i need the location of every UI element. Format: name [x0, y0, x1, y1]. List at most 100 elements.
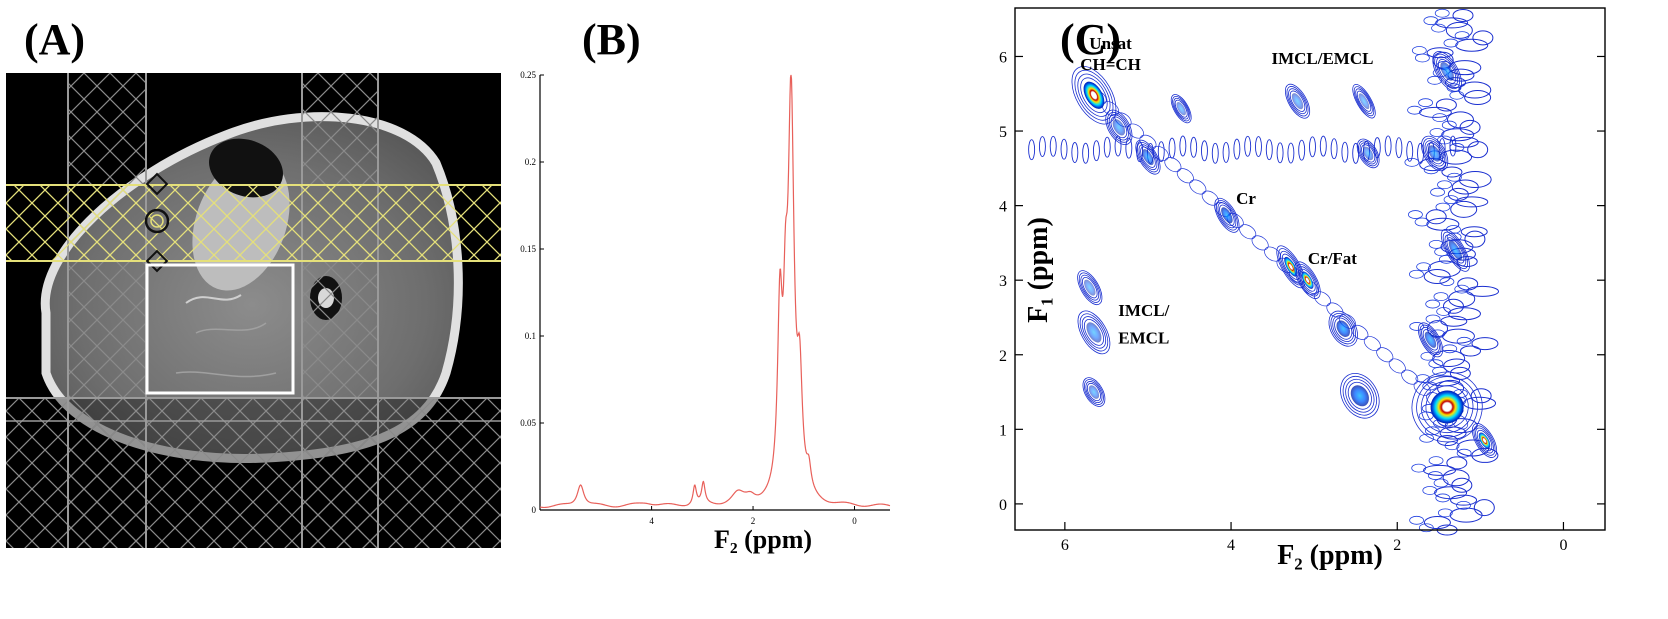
cosy-annotation: Cr/Fat	[1308, 249, 1357, 268]
contour-ridge	[1222, 142, 1230, 163]
contour-ridge	[1440, 315, 1468, 327]
cross-peak	[1284, 83, 1311, 119]
contour-ridge	[1446, 456, 1468, 470]
cosy-x-tick-label: 0	[1559, 537, 1567, 554]
contour-ridge	[1189, 179, 1207, 195]
contour-ridge	[1449, 135, 1457, 157]
contour-ridge	[1407, 105, 1423, 115]
contour-ridge	[1452, 8, 1474, 22]
contour-ridge	[1471, 337, 1499, 351]
band-handle	[144, 208, 170, 234]
cosy-y-tick-label: 6	[999, 49, 1007, 66]
spectrum-y-tick-label: 0.25	[520, 70, 536, 80]
mri-image	[6, 73, 501, 548]
contour-ridge	[1447, 187, 1469, 201]
cross-peak	[1328, 310, 1358, 347]
cross-peak	[1135, 139, 1161, 175]
cosy-annotation: Cr	[1236, 189, 1256, 208]
contour-ridge	[1265, 139, 1273, 161]
contour-ridge	[1442, 344, 1458, 354]
panel-b-label: (B)	[582, 15, 641, 64]
spectrum-x-tick-label: 4	[649, 516, 654, 526]
contour-ridge	[1442, 298, 1464, 314]
contour-ridge	[1409, 515, 1425, 525]
contour-ridge	[1233, 138, 1241, 160]
contour-ridge	[1419, 433, 1435, 443]
contour-ridge	[1470, 388, 1492, 404]
contour-ridge	[1460, 345, 1482, 357]
contour-ridge	[1443, 38, 1459, 48]
spectrum-y-tick-label: 0.05	[520, 418, 536, 428]
contour-ridge	[1239, 224, 1257, 240]
contour-ridge	[1433, 478, 1449, 488]
contour-ridge	[1406, 140, 1414, 162]
contour-ridge	[1427, 260, 1461, 278]
contour-ridge	[1179, 135, 1187, 157]
contour-ridge	[1457, 277, 1479, 291]
contour-ridge	[1434, 8, 1450, 18]
contour-ridge	[1471, 447, 1499, 463]
contour-ridge	[1430, 187, 1445, 197]
spectrum-y-tick-label: 0.15	[520, 244, 536, 254]
contour-ridge	[1352, 142, 1360, 164]
contour-ridge	[1443, 195, 1459, 205]
saturation-band	[6, 398, 501, 548]
contour-ridge	[1251, 235, 1269, 251]
contour-ridge	[1423, 16, 1439, 26]
contour-ridge	[1418, 98, 1433, 108]
contour-ridge	[1425, 209, 1447, 225]
contour-ridge	[1464, 230, 1486, 248]
contour-ridge	[1309, 136, 1316, 158]
contour-ridge	[1435, 98, 1457, 112]
contour-ridge	[1201, 190, 1219, 206]
contour-ridge	[1445, 21, 1473, 39]
contour-ridge	[1459, 119, 1481, 135]
contour-ridge	[1415, 374, 1431, 384]
contour-ridge	[1448, 290, 1476, 308]
contour-ridge	[1466, 285, 1500, 297]
contour-ridge	[1423, 464, 1457, 476]
contour-ridge	[1449, 507, 1483, 523]
cosy-frame	[1014, 7, 1606, 531]
cosy-y-tick-label: 1	[999, 422, 1007, 439]
contour-ridge	[1168, 137, 1176, 159]
cosy-annotation: EMCL	[1118, 329, 1169, 348]
contour-ridge	[1455, 196, 1489, 208]
spectrum-x-label: F₂ (ppm)	[714, 525, 812, 554]
cosy-x-tick-label: 4	[1227, 537, 1235, 554]
cosy-annotation: IMCL/EMCL	[1271, 49, 1373, 68]
contour-ridge	[1298, 139, 1306, 161]
spectrum-y-tick-label: 0.2	[525, 157, 536, 167]
contour-ridge	[1455, 38, 1489, 52]
cross-peak	[1077, 270, 1103, 306]
cosy-svg: 6 4 2 0 0 1 2 3 4 5 6 Unsat CH=CH IMCL/EMCL Cr Cr/Fat I…	[999, 7, 1606, 571]
contour-ridge	[1401, 369, 1419, 385]
contour-ridge	[1049, 135, 1057, 157]
contour-ridge	[1448, 247, 1476, 261]
contour-ridge	[1264, 246, 1282, 262]
cosy-x-label: F₂ (ppm)	[1277, 540, 1383, 571]
contour-ridge	[1433, 292, 1449, 301]
mri-illustration	[6, 73, 501, 548]
cross-peak	[1440, 228, 1470, 272]
cross-peak	[1411, 371, 1483, 443]
cosy-y-tick-label: 0	[999, 497, 1007, 514]
contour-ridge	[1446, 232, 1462, 242]
contour-ridge	[1411, 463, 1427, 473]
contour-ridge	[1395, 137, 1403, 159]
spectrum-y-tick-label: 0	[532, 505, 537, 515]
contour-ridge	[1435, 17, 1469, 29]
contour-ridge	[1388, 358, 1406, 374]
contour-ridge	[1411, 46, 1427, 55]
contour-ridge	[1473, 499, 1495, 517]
contour-ridge	[1103, 136, 1111, 158]
contour-ridge	[1287, 142, 1295, 164]
contour-ridge	[1164, 157, 1182, 173]
contour-ridge	[1424, 426, 1440, 436]
contour-ridge	[1408, 210, 1423, 219]
contour-ridge	[1437, 180, 1452, 190]
voxel-box	[145, 263, 295, 395]
yellow-saturation-band	[6, 185, 501, 261]
contour-ridge	[1428, 239, 1444, 249]
contour-ridge	[1451, 179, 1479, 195]
